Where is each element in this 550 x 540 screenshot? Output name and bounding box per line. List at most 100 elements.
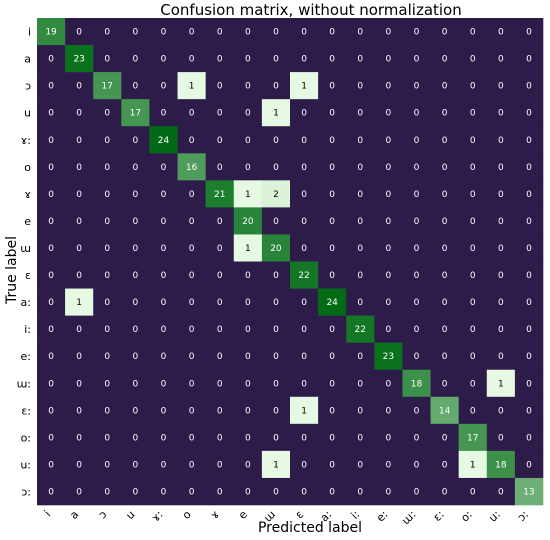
heatmap-cell: [402, 18, 431, 46]
heatmap-cell: [37, 369, 66, 398]
cell-value-label: 0: [414, 190, 420, 200]
heatmap-cell: [93, 261, 122, 289]
heatmap-cell: [486, 45, 516, 73]
heatmap-cell: [93, 99, 122, 127]
heatmap-cell: [486, 396, 516, 425]
heatmap-cell: [374, 72, 403, 100]
cell-value-label: 0: [301, 244, 307, 254]
heatmap-cell: [205, 288, 235, 316]
heatmap-cell: [514, 423, 544, 452]
heatmap-cell: [374, 261, 403, 289]
heatmap-cell: [261, 72, 291, 100]
heatmap-cell: [486, 342, 516, 371]
cell-value-label: 0: [442, 244, 448, 254]
cell-value-label: 0: [133, 406, 139, 416]
cell-value-label: 0: [498, 217, 504, 227]
cell-value-label: 0: [104, 487, 110, 497]
cell-value-label: 0: [470, 217, 476, 227]
cell-value-label: 0: [442, 352, 448, 362]
cell-value-label: 0: [301, 190, 307, 200]
cell-value-label: 0: [470, 163, 476, 173]
heatmap-cell: [233, 315, 263, 343]
cell-value-label: 0: [273, 406, 279, 416]
heatmap-cell: [177, 423, 206, 452]
heatmap-cell: [374, 99, 403, 127]
cell-value-label: 0: [133, 28, 139, 38]
y-tick-label: ɛ:: [21, 404, 31, 417]
cell-value-label: 0: [161, 55, 167, 65]
heatmap-cell: [121, 99, 150, 127]
y-tick-label: ɤ:: [21, 134, 31, 147]
heatmap-cell: [205, 450, 235, 479]
x-tick-label: a: [67, 508, 81, 522]
x-tick-label: ɔ:: [515, 508, 531, 524]
cell-value-label: 16: [186, 163, 198, 173]
heatmap-cell: [430, 45, 459, 73]
heatmap-cell: [318, 369, 347, 398]
x-tick-label: e: [236, 508, 250, 522]
heatmap-cell: [177, 342, 206, 371]
heatmap-cell: [65, 72, 94, 100]
cell-value-label: 0: [526, 244, 532, 254]
heatmap-cell: [458, 153, 488, 181]
heatmap-cell: [261, 126, 291, 154]
heatmap-cell: [486, 99, 516, 127]
heatmap-cell: [233, 288, 263, 316]
cell-value-label: 19: [45, 28, 57, 38]
heatmap-cell: [318, 477, 347, 506]
heatmap-cell: [430, 234, 459, 262]
heatmap-cell: [93, 423, 122, 452]
heatmap-cell: [149, 315, 178, 343]
heatmap-cell: [402, 477, 431, 506]
heatmap-cell: [233, 396, 263, 425]
heatmap-cell: [486, 369, 516, 398]
cell-value-label: 0: [386, 163, 392, 173]
heatmap-cell: [458, 126, 488, 154]
cell-value-label: 0: [414, 244, 420, 254]
heatmap-cell: [121, 288, 150, 316]
heatmap-cell: [290, 369, 319, 398]
heatmap-cell: [458, 369, 488, 398]
heatmap-cell: [318, 288, 347, 316]
heatmap-cell: [458, 18, 488, 46]
heatmap-cell: [65, 234, 94, 262]
heatmap-cell: [65, 396, 94, 425]
cell-value-label: 0: [414, 217, 420, 227]
cell-value-label: 0: [48, 109, 54, 119]
cell-value-label: 0: [470, 325, 476, 335]
heatmap-cell: [233, 423, 263, 452]
cell-value-label: 0: [133, 55, 139, 65]
heatmap-cell: [233, 153, 263, 181]
heatmap-cell: [149, 261, 178, 289]
cell-value-label: 0: [357, 109, 363, 119]
heatmap-cell: [65, 180, 94, 208]
cell-value-label: 0: [76, 136, 82, 146]
heatmap-cell: [290, 342, 319, 371]
heatmap-cell: [346, 423, 375, 452]
cell-value-label: 0: [273, 163, 279, 173]
heatmap-cell: [149, 126, 178, 154]
cell-value-label: 0: [217, 244, 223, 254]
heatmap-cell: [205, 126, 235, 154]
heatmap-cell: [205, 423, 235, 452]
y-tick-label: u: [24, 107, 31, 120]
heatmap-cell: [346, 315, 375, 343]
heatmap-cell: [430, 450, 459, 479]
heatmap-cell: [290, 423, 319, 452]
cell-value-label: 0: [301, 298, 307, 308]
cell-value-label: 0: [357, 487, 363, 497]
heatmap-cell: [261, 45, 291, 73]
cell-value-label: 0: [133, 217, 139, 227]
heatmap-cell: [205, 45, 235, 73]
cell-value-label: 1: [273, 109, 279, 119]
cell-value-label: 0: [386, 460, 392, 470]
cell-value-label: 0: [161, 379, 167, 389]
cell-value-label: 0: [386, 244, 392, 254]
heatmap-cell: [65, 99, 94, 127]
cell-value-label: 0: [357, 28, 363, 38]
cell-value-label: 0: [104, 217, 110, 227]
heatmap-cell: [458, 423, 488, 452]
cell-value-label: 0: [76, 379, 82, 389]
heatmap-cell: [290, 180, 319, 208]
cell-value-label: 2: [273, 190, 279, 200]
